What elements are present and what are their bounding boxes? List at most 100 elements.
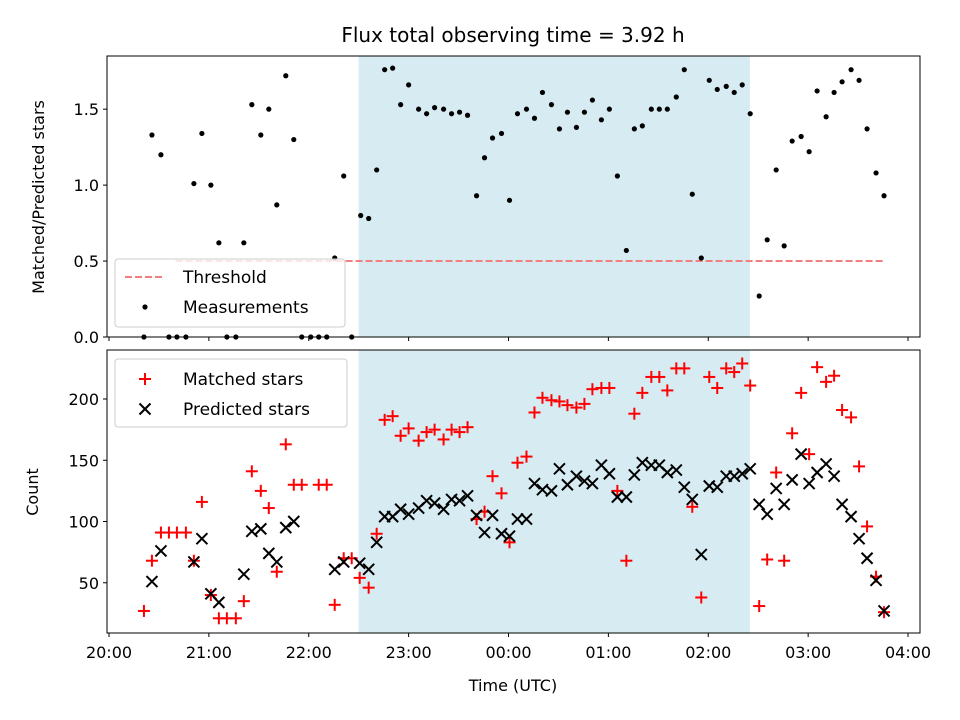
measurement-point xyxy=(416,106,422,112)
measurement-point xyxy=(498,130,505,137)
cross-b xyxy=(686,493,699,506)
measurement-point xyxy=(848,67,854,73)
cross-b xyxy=(835,498,849,511)
matched-star-point xyxy=(528,406,541,419)
predicted-star-point xyxy=(670,463,683,477)
predicted-star-point xyxy=(362,563,375,576)
measurement-point xyxy=(374,167,380,173)
predicted-star-point xyxy=(428,496,441,510)
predicted-star-point xyxy=(869,574,883,587)
measurement-point xyxy=(191,180,197,187)
predicted-star-point xyxy=(752,498,766,511)
matched-star-point xyxy=(553,395,566,408)
predicted-star-point xyxy=(528,477,541,490)
measurement-point xyxy=(764,237,770,243)
matched-star-point xyxy=(461,421,474,434)
predicted-star-point xyxy=(520,512,533,526)
cross-b xyxy=(752,498,766,511)
predicted-star-point xyxy=(503,530,516,543)
predicted-star-point xyxy=(686,493,699,506)
cross-b xyxy=(478,526,491,539)
predicted-star-point xyxy=(603,467,616,480)
matched-star-point xyxy=(603,381,616,394)
predicted-star-point xyxy=(586,477,599,490)
measurement-point xyxy=(216,240,222,246)
predicted-star-point xyxy=(470,509,483,522)
measurement-point xyxy=(523,106,530,112)
measurement-point xyxy=(839,79,845,85)
legend-measurements-swatch xyxy=(142,304,148,310)
matched-star-point xyxy=(845,411,858,424)
matched-star-point xyxy=(145,554,158,567)
legend-predicted-label: Predicted stars xyxy=(183,400,310,420)
matched-star-point xyxy=(636,386,649,399)
measurement-point xyxy=(464,112,471,118)
matched-star-point xyxy=(711,381,724,394)
predicted-star-point xyxy=(478,526,491,539)
cross-b xyxy=(511,512,524,526)
matched-star-point xyxy=(861,520,874,533)
cross-b xyxy=(877,604,891,618)
cross-b xyxy=(237,567,251,581)
predicted-star-point xyxy=(287,515,300,528)
measurement-point xyxy=(773,167,779,173)
predicted-star-point xyxy=(402,507,415,521)
cross-b xyxy=(728,469,741,483)
matched-star-point xyxy=(795,386,808,399)
predicted-star-point xyxy=(154,544,168,558)
cross-b xyxy=(760,507,774,521)
predicted-star-point xyxy=(877,604,891,618)
top-legend: Threshold Measurements xyxy=(114,258,346,328)
measurement-point xyxy=(291,136,297,143)
measurement-point xyxy=(431,105,438,111)
cross-b xyxy=(860,552,874,565)
predicted-star-point xyxy=(245,525,259,538)
measurement-point xyxy=(390,65,396,71)
cross-b xyxy=(212,596,226,609)
measurement-point xyxy=(358,212,364,219)
chart-title: Flux total observing time = 3.92 h xyxy=(341,23,684,47)
measurement-point xyxy=(631,126,637,132)
cross-b xyxy=(453,494,466,507)
matched-star-point xyxy=(578,397,591,410)
bottom-legend-box xyxy=(114,358,348,428)
measurement-point xyxy=(856,77,862,83)
cross-b xyxy=(495,527,508,540)
cross-b xyxy=(603,467,616,480)
measurement-point xyxy=(366,215,372,222)
predicted-star-point xyxy=(254,522,268,536)
predicted-star-point xyxy=(545,484,558,498)
matched-star-point xyxy=(811,361,824,374)
cross-b xyxy=(670,463,683,477)
matched-star-point xyxy=(686,500,699,513)
cross-b xyxy=(620,490,633,504)
x-tick-label: 03:00 xyxy=(785,643,831,662)
measurement-point xyxy=(539,89,546,96)
predicted-star-point xyxy=(553,462,566,476)
measurement-point xyxy=(382,67,388,73)
measurement-point xyxy=(689,191,695,197)
measurement-point xyxy=(714,86,720,93)
cross-b xyxy=(744,462,757,476)
cross-b xyxy=(769,482,783,495)
measurement-point xyxy=(448,111,455,117)
predicted-star-point xyxy=(844,510,858,523)
cross-b xyxy=(138,402,152,416)
measurement-point xyxy=(506,197,513,203)
predicted-star-point xyxy=(328,563,341,576)
matched-star-point xyxy=(753,600,766,613)
cross-b xyxy=(461,489,474,502)
matched-star-point xyxy=(495,487,508,500)
cross-b xyxy=(437,503,450,516)
top-y-tick-label: 0.5 xyxy=(74,252,99,271)
cross-b xyxy=(578,474,591,488)
matched-star-point xyxy=(402,422,415,435)
predicted-star-point xyxy=(611,490,624,504)
matched-star-point xyxy=(486,470,499,483)
cross-b xyxy=(777,498,791,511)
matched-star-point xyxy=(386,410,399,423)
measurement-point xyxy=(756,293,762,299)
measurement-point xyxy=(739,82,745,88)
predicted-star-point xyxy=(270,555,283,569)
